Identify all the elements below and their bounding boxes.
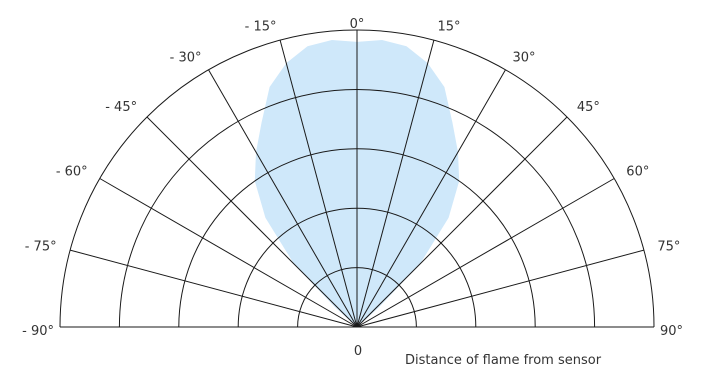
angle-label-neg90: - 90° [22, 324, 54, 339]
angle-label-15: 15° [438, 20, 461, 35]
angle-label-0: 0° [350, 17, 365, 32]
angle-label-neg45: - 45° [105, 100, 137, 115]
angle-label-75: 75° [657, 240, 680, 255]
angle-label-45: 45° [577, 100, 600, 115]
angle-label-neg75: - 75° [25, 240, 57, 255]
spoke-neg45 [146, 116, 358, 328]
center-label: 0 [354, 344, 362, 359]
angle-labels: - 90° - 75° - 60° - 45° - 30° - 15° 0° 15° 30° 45… [22, 17, 683, 339]
angle-label-60: 60° [626, 165, 649, 180]
polar-grid [59, 29, 655, 328]
x-axis-label: Distance of flame from sensor [405, 353, 602, 368]
spoke-neg30 [208, 69, 358, 328]
spoke-neg15 [279, 39, 358, 328]
spoke-15 [356, 39, 435, 328]
spoke-60 [356, 178, 615, 328]
angle-label-90: 90° [660, 324, 683, 339]
spoke-neg60 [99, 178, 358, 328]
angle-label-neg60: - 60° [56, 165, 88, 180]
angle-label-30: 30° [513, 51, 536, 66]
spoke-75 [356, 249, 645, 328]
spoke-30 [356, 69, 506, 328]
spoke-45 [356, 116, 568, 328]
angle-label-neg30: - 30° [170, 51, 202, 66]
spoke-neg75 [69, 249, 358, 328]
angle-label-neg15: - 15° [245, 20, 277, 35]
